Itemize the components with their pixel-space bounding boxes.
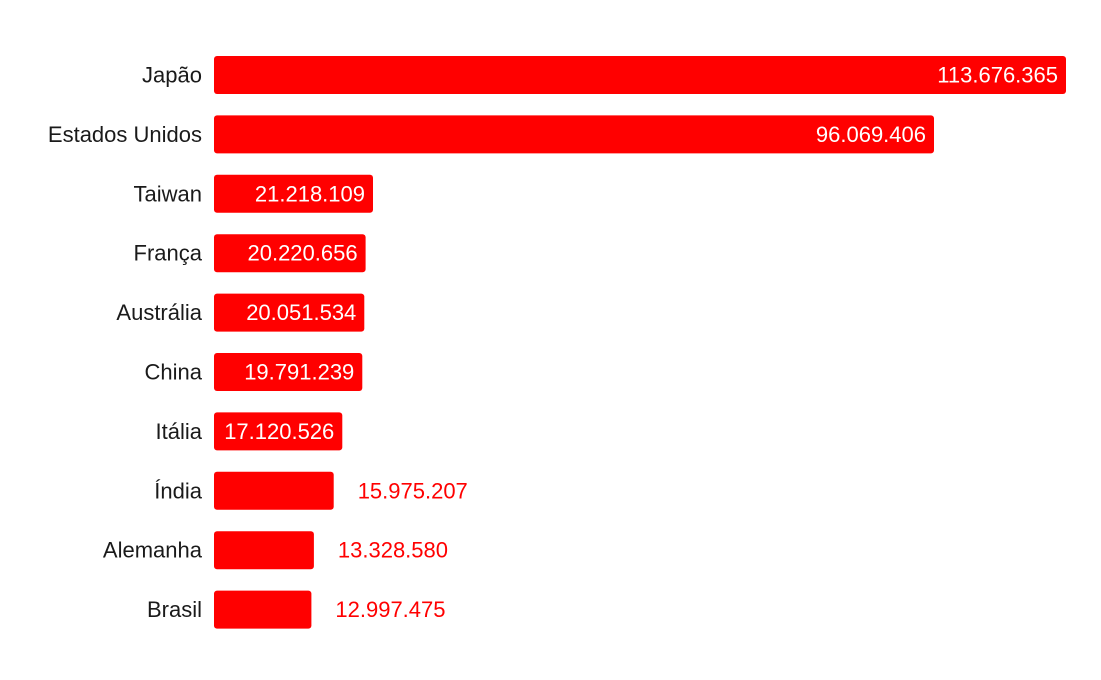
bar: [214, 115, 934, 154]
value-label: 15.975.207: [358, 478, 468, 503]
value-label: 21.218.109: [255, 181, 365, 206]
value-label: 19.791.239: [244, 360, 354, 385]
category-label: Estados Unidos: [48, 122, 202, 147]
bar: [214, 174, 373, 213]
bar: [214, 56, 1066, 94]
value-label: 113.676.365: [937, 63, 1058, 88]
category-label: China: [145, 360, 203, 385]
bar: [214, 531, 314, 570]
bars-layer: [214, 56, 1066, 629]
labels-layer: Japão 113.676.365 Estados Unidos 96.069.406…: [48, 63, 1058, 623]
value-label: 20.220.656: [247, 241, 357, 266]
bar: [214, 234, 366, 273]
bar: [214, 412, 343, 451]
category-label: Alemanha: [103, 538, 203, 563]
value-label: 17.120.526: [224, 419, 334, 444]
value-label: 20.051.534: [246, 300, 356, 325]
value-label: 13.328.580: [338, 538, 448, 563]
category-label: Japão: [142, 63, 202, 88]
category-label: Austrália: [116, 300, 202, 325]
bar: [214, 353, 363, 391]
value-label: 12.997.475: [335, 597, 445, 622]
value-label: 96.069.406: [816, 122, 926, 147]
category-label: Índia: [154, 478, 202, 503]
category-label: Brasil: [147, 597, 202, 622]
bar: [214, 471, 334, 510]
category-label: França: [134, 241, 203, 266]
bar: [214, 590, 312, 629]
category-label: Itália: [156, 419, 203, 444]
category-label: Taiwan: [134, 181, 202, 206]
bar: [214, 293, 365, 332]
